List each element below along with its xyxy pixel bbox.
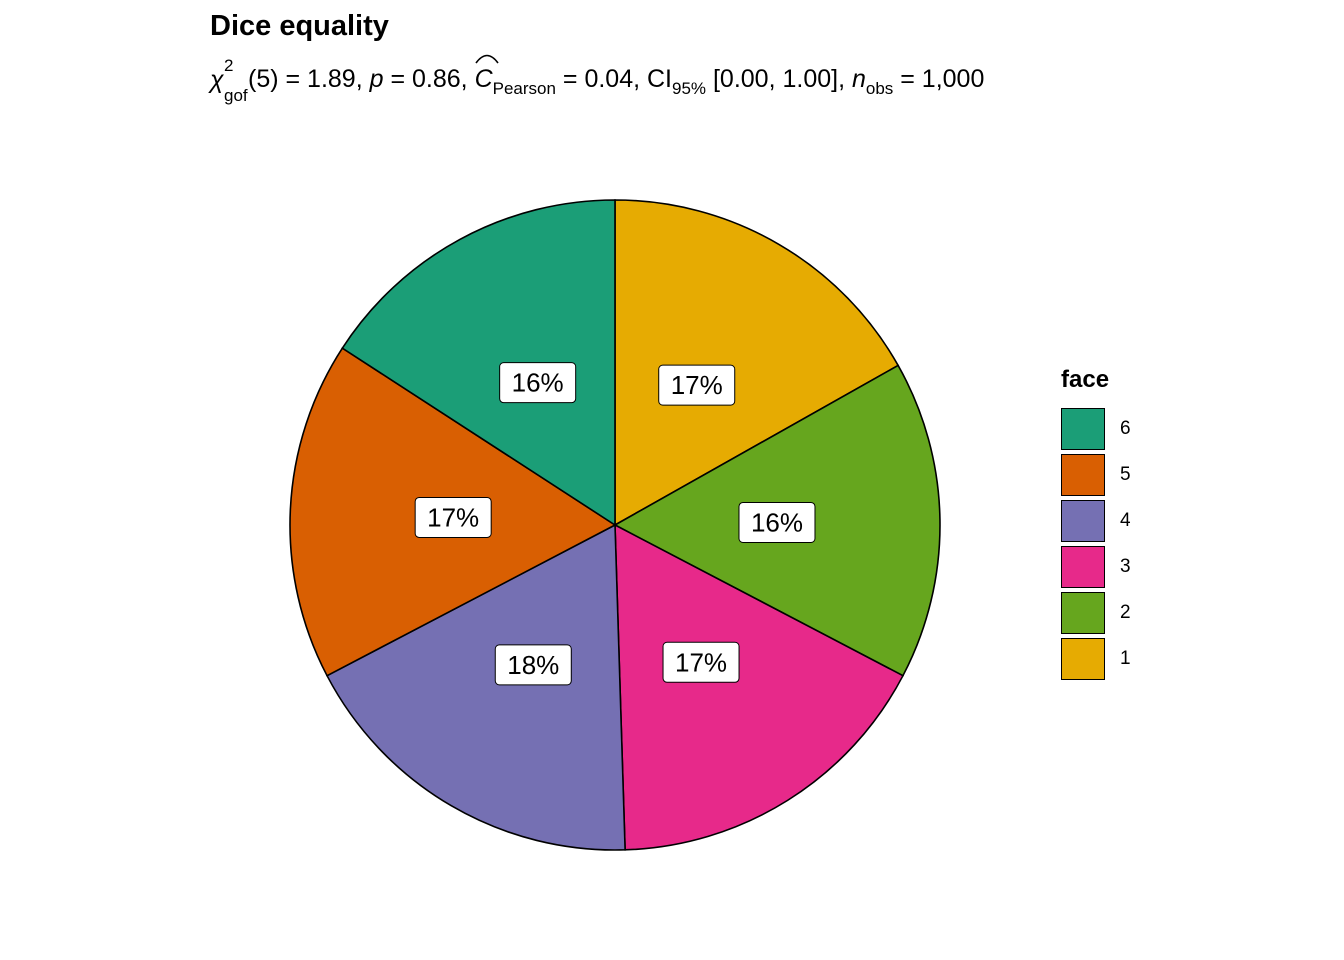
- slice-label-2: 16%: [738, 501, 816, 543]
- chi-squared-symbol: χ 2 gof: [210, 56, 248, 105]
- legend-label-3: 3: [1120, 556, 1131, 577]
- slice-label-3: 17%: [662, 641, 740, 683]
- slice-label-1: 17%: [658, 364, 736, 406]
- legend-label-2: 2: [1120, 602, 1131, 623]
- c-text: = 0.04, CI: [555, 65, 672, 93]
- hat-icon: [474, 54, 499, 64]
- chi-superscript: 2: [224, 56, 234, 75]
- n-subscript: obs: [865, 79, 894, 98]
- legend-key-2: [1061, 592, 1105, 634]
- slice-label-text: 17%: [671, 370, 723, 400]
- legend-title: face: [1061, 366, 1110, 393]
- slice-label-5: 17%: [414, 496, 492, 538]
- legend-key-4: [1061, 500, 1105, 542]
- n-label: n: [851, 65, 866, 93]
- legend-label-1: 1: [1120, 648, 1131, 669]
- ci-subscript: 95%: [672, 79, 707, 98]
- legend-key-6: [1061, 408, 1105, 450]
- df-text: (5) = 1.89,: [248, 65, 370, 93]
- slice-label-text: 16%: [512, 368, 564, 398]
- legend-label-5: 5: [1120, 464, 1131, 485]
- chi-subscript: gof: [224, 86, 248, 105]
- chi-label: χ: [210, 66, 224, 94]
- slice-label-box: [494, 644, 572, 686]
- slice-label-box: [662, 641, 740, 683]
- chart-title: Dice equality: [210, 10, 389, 42]
- slice-label-box: [738, 501, 816, 543]
- slice-label-4: 18%: [494, 644, 572, 686]
- c-hat: C: [474, 54, 499, 96]
- legend-key-5: [1061, 454, 1105, 496]
- slice-label-text: 17%: [427, 502, 479, 532]
- slice-label-6: 16%: [499, 362, 577, 404]
- slice-label-text: 16%: [751, 507, 803, 537]
- c-label: C: [474, 65, 493, 93]
- slice-label-text: 18%: [507, 650, 559, 680]
- pie-slice-1: [614, 199, 900, 527]
- chart-subtitle: χ 2 gof (5) = 1.89, p = 0.86, CPearson =…: [210, 54, 985, 105]
- legend-key-1: [1061, 638, 1105, 680]
- pie-slice-6: [341, 199, 616, 527]
- legend-label-6: 6: [1120, 418, 1131, 439]
- n-text: = 1,000: [893, 65, 985, 93]
- slice-label-box: [414, 496, 492, 538]
- p-text: = 0.86,: [383, 65, 475, 93]
- ci-text: [0.00, 1.00],: [706, 65, 852, 93]
- slice-label-box: [499, 362, 577, 404]
- p-label: p: [369, 65, 384, 93]
- c-subscript: Pearson: [492, 79, 556, 98]
- pie-slice-4: [325, 523, 626, 851]
- legend-key-3: [1061, 546, 1105, 588]
- slice-label-box: [658, 364, 736, 406]
- slice-label-text: 17%: [675, 647, 727, 677]
- pie-slice-3: [614, 523, 905, 851]
- legend-label-4: 4: [1120, 510, 1131, 531]
